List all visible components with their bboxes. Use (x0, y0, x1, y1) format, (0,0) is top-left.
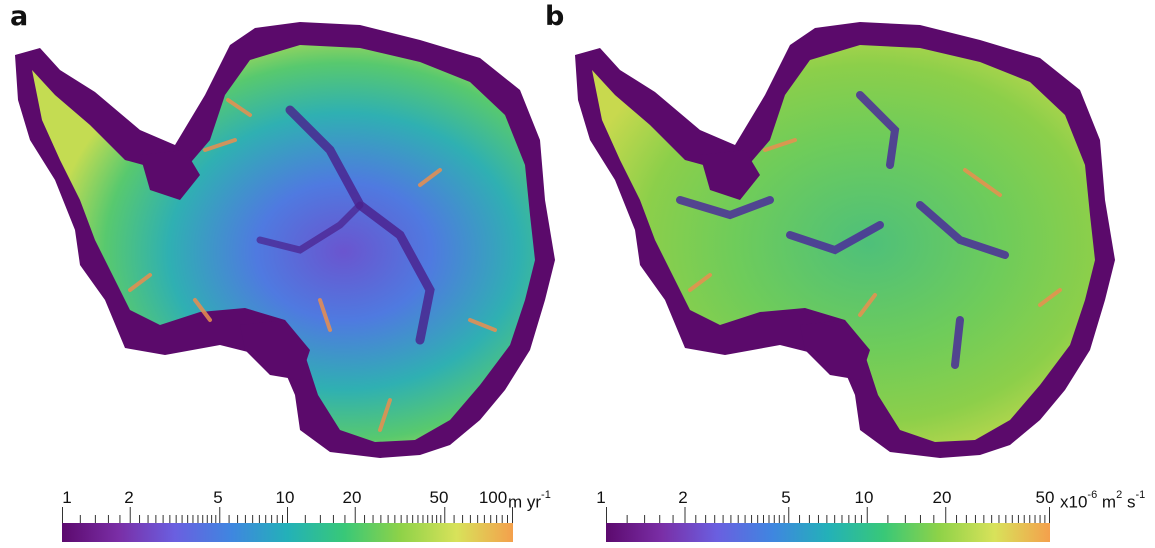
colorbar-a-tick-5: 5 (213, 488, 223, 507)
colorbar-b-tick-1: 1 (596, 488, 606, 507)
map-a-ice-divide (285, 105, 435, 345)
colorbar-b-tick-2: 2 (678, 488, 688, 507)
colorbar-a-gradient (62, 523, 513, 542)
colorbar-b-tick-20: 20 (932, 488, 952, 507)
colorbar-a-tick-10: 10 (275, 488, 295, 507)
colorbar-a-tick-1: 1 (62, 488, 72, 507)
colorbar-a-units: m yr-1 (508, 489, 551, 512)
map-b-ross-ice-shelf (800, 320, 870, 380)
colorbar-b-tick-50: 50 (1035, 488, 1055, 507)
panel-label-a: a (10, 1, 29, 32)
colorbar-b-gradient (606, 523, 1050, 542)
map-a-ice-streams (128, 98, 497, 432)
panel-label-b: b (545, 1, 565, 32)
map-a-ross-ice-shelf (240, 320, 310, 380)
colorbar-a-tick-2: 2 (124, 488, 134, 507)
colorbar-a-tick-50: 50 (429, 488, 449, 507)
colorbar-b-tick-10: 10 (854, 488, 874, 507)
colorbar-a-ticks (62, 507, 513, 523)
map-b-low-diffusivity-divides (676, 91, 1009, 369)
antarctica-velocity-map (15, 22, 555, 458)
colorbar-a-tick-100: 100 (478, 488, 508, 507)
map-a-ice-divide-west (256, 201, 364, 254)
colorbar-a: 1 2 5 10 20 50 100 m yr-1 (62, 484, 551, 546)
antarctica-diffusivity-map (575, 22, 1115, 458)
colorbar-b: 1 2 5 10 20 50 x10-6 m2 s-1 (596, 484, 1145, 546)
colorbar-b-units: x10-6 m2 s-1 (1060, 489, 1146, 512)
map-a-ronne-ice-shelf (140, 150, 200, 200)
colorbar-b-ticks (606, 507, 1050, 523)
map-b-ronne-ice-shelf (700, 150, 760, 200)
colorbar-b-tick-5: 5 (781, 488, 791, 507)
map-b-ice-streams (688, 138, 1062, 317)
colorbar-a-tick-20: 20 (342, 488, 362, 507)
